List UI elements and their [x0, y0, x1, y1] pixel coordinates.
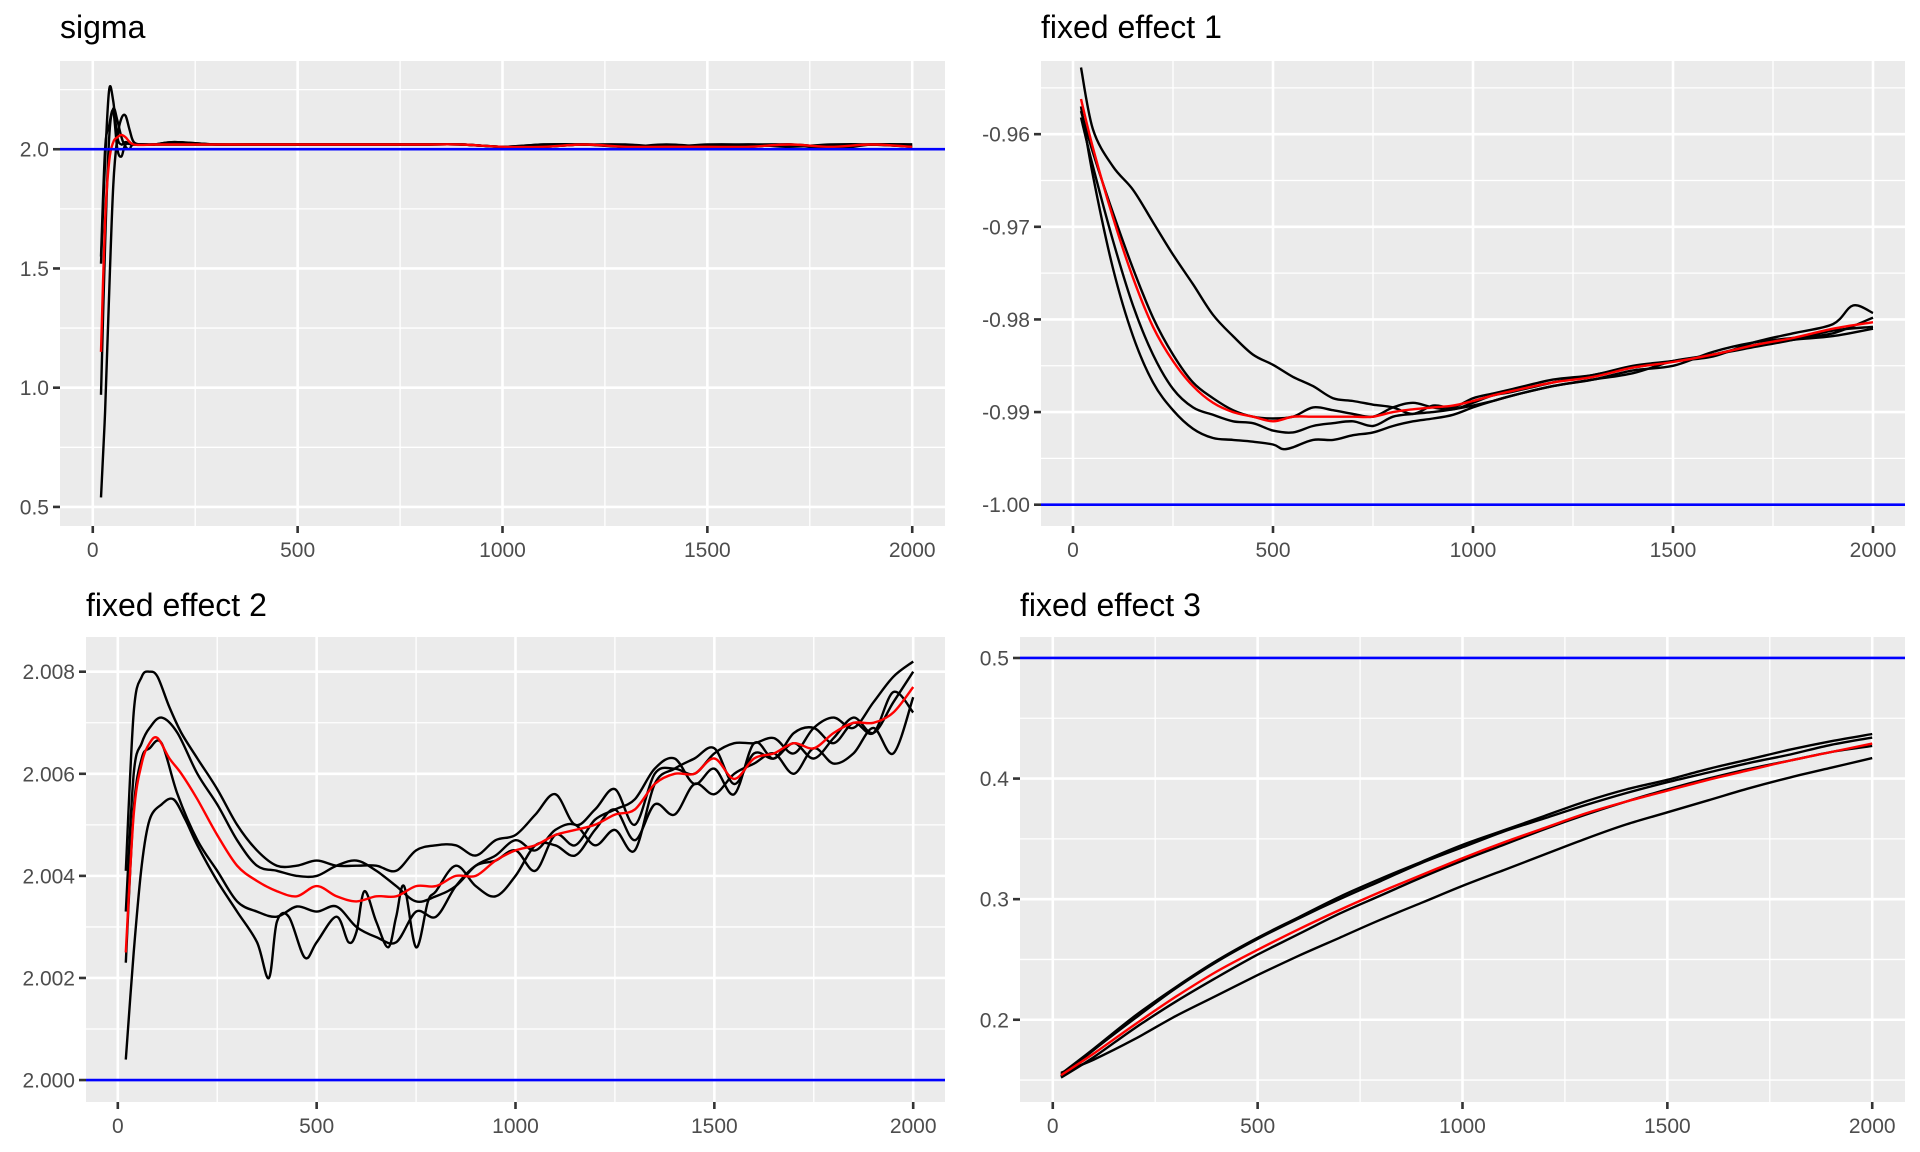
fixed-effect-1-x-tick-label: 500: [1255, 539, 1290, 562]
fixed-effect-1-x-tick-label: 1000: [1450, 539, 1497, 562]
fixed-effect-1-title: fixed effect 1: [1041, 9, 1222, 45]
sigma-y-tick-label: 1.5: [20, 258, 49, 281]
fixed-effect-1-series-group: [1079, 67, 1874, 451]
fixed-effect-3-series-group: [1060, 732, 1873, 1079]
fixed-effect-1-y-tick-label: -0.96: [982, 124, 1030, 147]
fixed-effect-2-y-tick-label: 2.002: [22, 967, 75, 990]
fixed-effect-2-x-tick-label: 500: [299, 1115, 334, 1138]
fixed-effect-3-mean-line: [1060, 742, 1873, 1077]
panel-fixed-effect-2: fixed effect 2 2.000 2.002 2.004 2.006 2.008 0…: [22, 587, 945, 1138]
panel-fixed-effect-1: fixed effect 1 -1.00 -0.99 -0.98 -0.97 -0.96 0…: [982, 9, 1905, 562]
sigma-x-tick-label: 1500: [684, 539, 731, 562]
sigma-x-tick-label: 0: [87, 539, 99, 562]
fixed-effect-3-x-tick-label: 500: [1240, 1115, 1275, 1138]
fixed-effect-1-y-tick-label: -1.00: [982, 494, 1030, 517]
fixed-effect-3-x-tick-label: 1000: [1439, 1115, 1486, 1138]
panel-fixed-effect-3: fixed effect 3 0.2 0.3 0.4 0.5 0 500 1000 1500 20…: [980, 587, 1905, 1138]
fixed-effect-2-x-tick-label: 2000: [890, 1115, 937, 1138]
sigma-mean-line: [99, 133, 913, 352]
fixed-effect-3-y-tick-label: 0.5: [980, 647, 1009, 670]
fixed-effect-1-chain-3-line: [1079, 117, 1874, 434]
fixed-effect-2-mean-line: [124, 686, 915, 953]
fixed-effect-1-y-tick-label: -0.99: [982, 402, 1030, 425]
sigma-y-tick-label: 1.0: [20, 377, 49, 400]
fixed-effect-2-y-tick-label: 2.000: [22, 1070, 75, 1093]
fixed-effect-3-y-tick-label: 0.3: [980, 889, 1009, 912]
fixed-effect-3-title: fixed effect 3: [1020, 587, 1201, 623]
fixed-effect-2-y-tick-label: 2.006: [22, 763, 75, 786]
fixed-effect-2-x-tick-label: 1500: [691, 1115, 738, 1138]
fixed-effect-2-y-tick-label: 2.004: [22, 865, 75, 888]
fixed-effect-2-title: fixed effect 2: [86, 587, 267, 623]
fixed-effect-1-mean-line: [1079, 98, 1874, 423]
fixed-effect-3-y-tick-label: 0.2: [980, 1009, 1009, 1032]
fixed-effect-3-x-tick-label: 1500: [1644, 1115, 1691, 1138]
fixed-effect-1-x-tick-label: 0: [1067, 539, 1079, 562]
fixed-effect-3-chain-3-line: [1060, 744, 1873, 1079]
panel-sigma: sigma 0.5 1.0 1.5 2.0 0 500 1000 1500 2000: [20, 9, 945, 562]
sigma-y-tick-label: 0.5: [20, 496, 49, 519]
fixed-effect-2-x-tick-label: 0: [112, 1115, 124, 1138]
fixed-effect-2-x-tick-label: 1000: [492, 1115, 539, 1138]
sigma-x-tick-label: 1000: [479, 539, 526, 562]
fixed-effect-1-x-tick-label: 1500: [1650, 539, 1697, 562]
fixed-effect-1-y-tick-label: -0.97: [982, 216, 1030, 239]
fixed-effect-3-y-tick-label: 0.4: [980, 768, 1010, 791]
sigma-y-tick-label: 2.0: [20, 139, 49, 162]
sigma-x-tick-label: 500: [280, 539, 315, 562]
fixed-effect-2-chain-1-line: [124, 660, 914, 873]
fixed-effect-3-chain-2-line: [1060, 736, 1873, 1078]
fixed-effect-1-chain-4-line: [1079, 106, 1874, 451]
fixed-effect-2-y-tick-label: 2.008: [22, 661, 75, 684]
fixed-effect-3-x-tick-label: 2000: [1849, 1115, 1896, 1138]
sigma-series-group: [99, 84, 913, 498]
fixed-effect-2-chain-3-line: [124, 690, 915, 963]
fixed-effect-3-chain-4-line: [1060, 756, 1873, 1074]
sigma-x-tick-label: 2000: [889, 539, 936, 562]
fixed-effect-1-x-tick-label: 2000: [1850, 539, 1897, 562]
fixed-effect-3-x-tick-label: 0: [1047, 1115, 1059, 1138]
fixed-effect-2-series-group: [124, 660, 915, 1060]
fixed-effect-1-y-tick-label: -0.98: [982, 309, 1030, 332]
sigma-title: sigma: [60, 9, 146, 45]
